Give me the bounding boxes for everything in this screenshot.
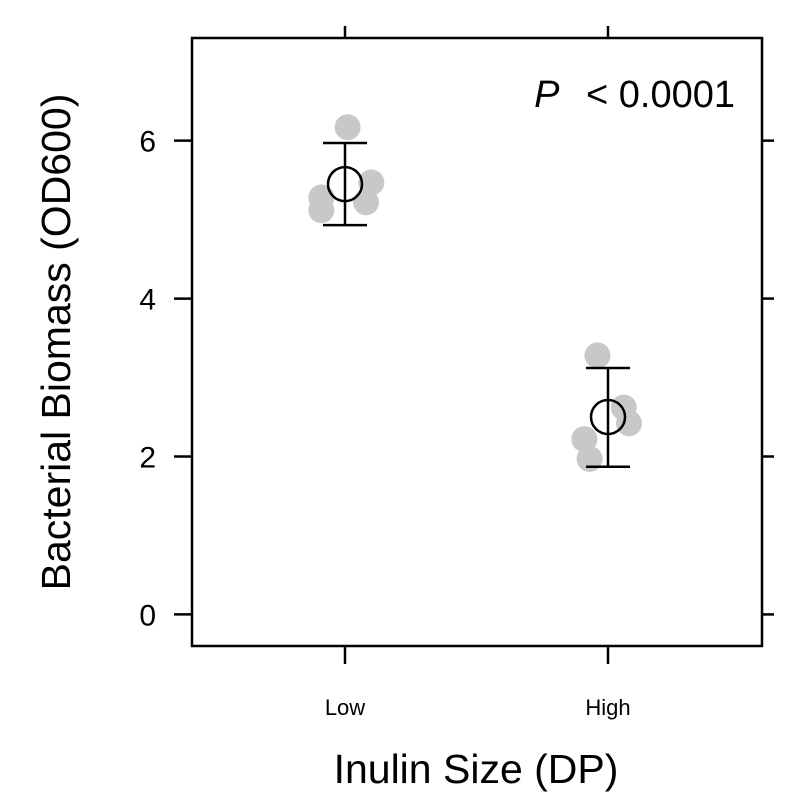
data-point	[616, 410, 643, 437]
p-value-text: < 0.0001	[586, 74, 735, 116]
x-tick-label: High	[585, 695, 630, 720]
y-tick-label: 0	[139, 599, 156, 632]
mean-marker	[326, 165, 364, 203]
data-point	[353, 189, 380, 216]
data-point	[584, 342, 611, 369]
summary-markers	[323, 141, 630, 469]
p-value-italic: P	[534, 74, 560, 116]
mean-marker	[589, 398, 627, 436]
plot-frame	[190, 36, 764, 648]
y-tick-label: 4	[139, 284, 156, 317]
y-tick-label: 2	[139, 441, 156, 474]
data-point	[334, 114, 361, 141]
data-points	[308, 114, 643, 472]
y-axis-label: Bacterial Biomass (OD600)	[33, 94, 79, 591]
data-point	[308, 197, 335, 224]
x-axis-label: Inulin Size (DP)	[334, 746, 619, 792]
x-tick-label: Low	[325, 695, 365, 720]
y-tick-label: 6	[139, 126, 156, 159]
p-value-annotation: P < 0.0001	[534, 74, 735, 116]
data-point	[576, 445, 603, 472]
axis-ticks: 0 2 4 6 Low High	[139, 26, 774, 720]
data-point	[571, 426, 598, 453]
data-point	[358, 169, 385, 196]
